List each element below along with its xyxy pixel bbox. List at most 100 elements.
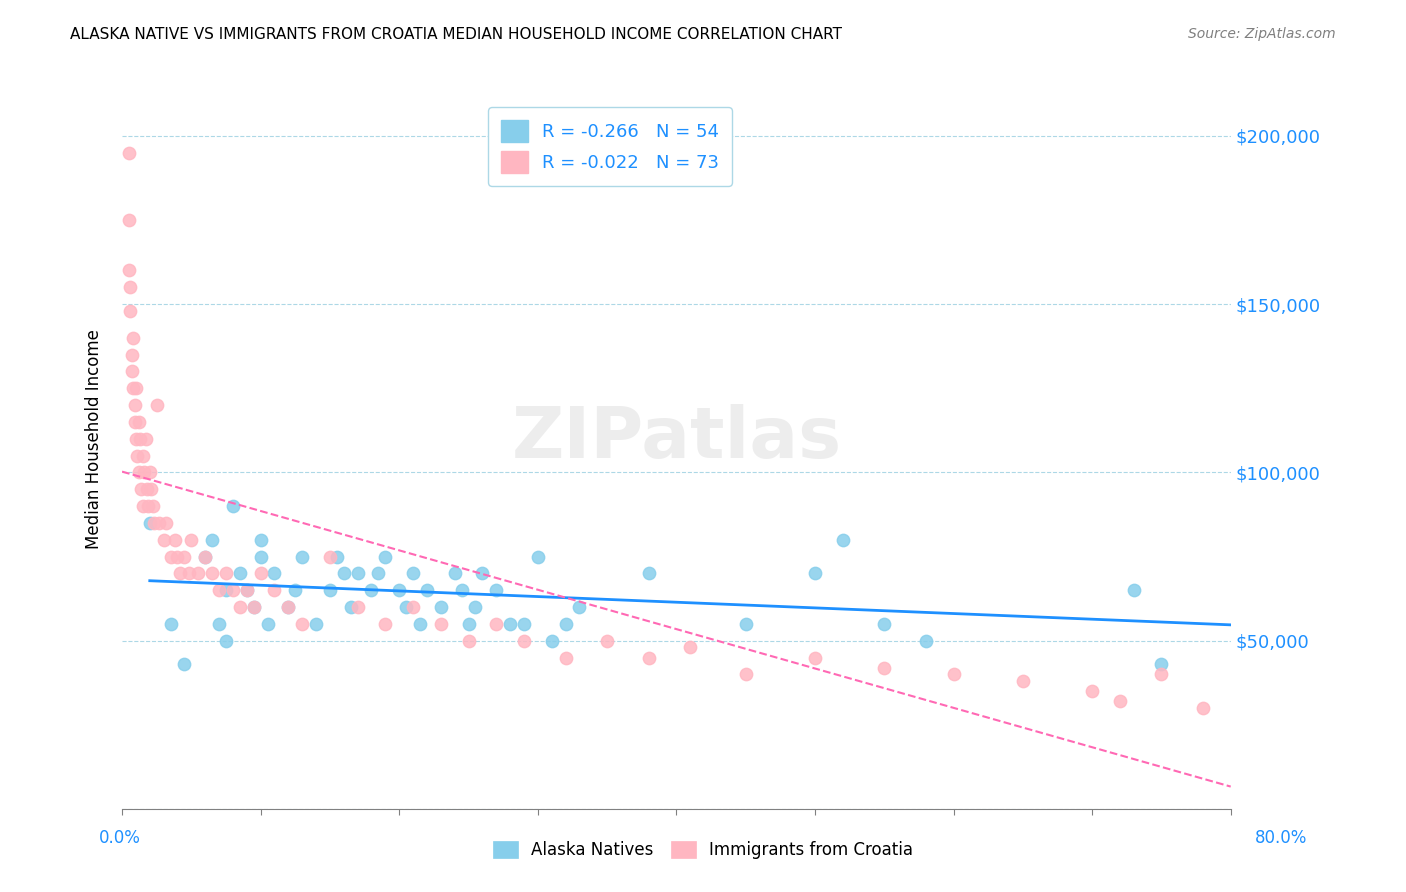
Point [139,466,162,480]
Point [242,600,264,615]
Point [284,583,307,598]
Point [118,145,141,160]
Point [409,616,432,631]
Point [430,616,453,631]
Point [395,600,418,615]
Point [568,600,591,615]
Point [333,566,356,581]
Point [277,600,299,615]
Point [155,516,177,530]
Point [229,566,252,581]
Point [148,516,170,530]
Point [132,499,155,513]
Point [222,583,245,598]
Point [485,583,508,598]
Point [249,549,271,564]
Point [134,466,156,480]
Point [120,280,142,294]
Point [125,432,148,446]
Point [596,633,619,648]
Point [122,381,145,395]
Point [249,566,271,581]
Point [138,499,160,513]
Point [679,640,702,655]
Point [236,583,259,598]
Point [319,549,342,564]
Point [499,616,522,631]
Point [1122,583,1144,598]
Point [1192,701,1215,715]
Point [229,600,252,615]
Point [374,549,396,564]
Point [513,616,536,631]
Point [120,303,142,318]
Point [346,566,368,581]
Point [457,616,479,631]
Point [118,263,141,277]
Point [443,566,465,581]
Point [129,432,152,446]
Point [169,566,191,581]
Point [173,657,195,672]
Point [124,398,146,412]
Point [374,616,396,631]
Point [187,566,209,581]
Point [804,566,827,581]
Point [215,583,238,598]
Point [457,633,479,648]
Point [554,616,576,631]
Point [222,499,245,513]
Point [194,549,217,564]
Point [450,583,472,598]
Point [291,616,314,631]
Point [513,633,536,648]
Point [173,549,195,564]
Point [305,616,328,631]
Point [1011,674,1033,689]
Point [201,566,224,581]
Point [554,650,576,665]
Point [485,616,508,631]
Y-axis label: Median Household Income: Median Household Income [86,329,103,549]
Point [540,633,562,648]
Point [416,583,439,598]
Point [215,633,238,648]
Point [125,381,148,395]
Point [215,566,238,581]
Point [1108,694,1130,708]
Point [291,549,314,564]
Point [1150,667,1173,681]
Point [319,583,342,598]
Point [249,533,271,547]
Point [135,432,157,446]
Point [242,600,264,615]
Point [208,583,231,598]
Point [873,660,896,674]
Point [873,616,896,631]
Point [942,667,965,681]
Point [263,583,285,598]
Point [121,364,143,378]
Point [177,566,200,581]
Point [201,533,224,547]
Text: ALASKA NATIVE VS IMMIGRANTS FROM CROATIA MEDIAN HOUSEHOLD INCOME CORRELATION CHA: ALASKA NATIVE VS IMMIGRANTS FROM CROATIA… [70,27,842,42]
Point [734,616,756,631]
Point [208,616,231,631]
Point [194,549,217,564]
Point [124,415,146,429]
Point [236,583,259,598]
Point [402,566,425,581]
Point [141,482,163,496]
Point [152,533,174,547]
Point [360,583,382,598]
Text: 0.0%: 0.0% [98,829,141,847]
Point [128,466,150,480]
Point [127,449,149,463]
Point [139,516,162,530]
Text: 80.0%: 80.0% [1256,829,1308,847]
Point [166,549,188,564]
Point [402,600,425,615]
Point [1150,657,1173,672]
Point [145,398,167,412]
Text: Source: ZipAtlas.com: Source: ZipAtlas.com [1188,27,1336,41]
